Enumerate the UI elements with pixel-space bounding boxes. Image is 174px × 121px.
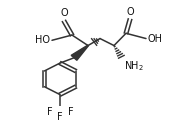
Text: HO: HO bbox=[35, 35, 50, 45]
Text: O: O bbox=[60, 8, 68, 18]
Text: OH: OH bbox=[148, 34, 163, 44]
Text: F: F bbox=[68, 107, 73, 117]
Polygon shape bbox=[71, 45, 88, 60]
Text: NH$_2$: NH$_2$ bbox=[124, 60, 144, 73]
Text: O: O bbox=[126, 7, 134, 17]
Text: F: F bbox=[57, 112, 63, 121]
Text: F: F bbox=[47, 107, 52, 117]
